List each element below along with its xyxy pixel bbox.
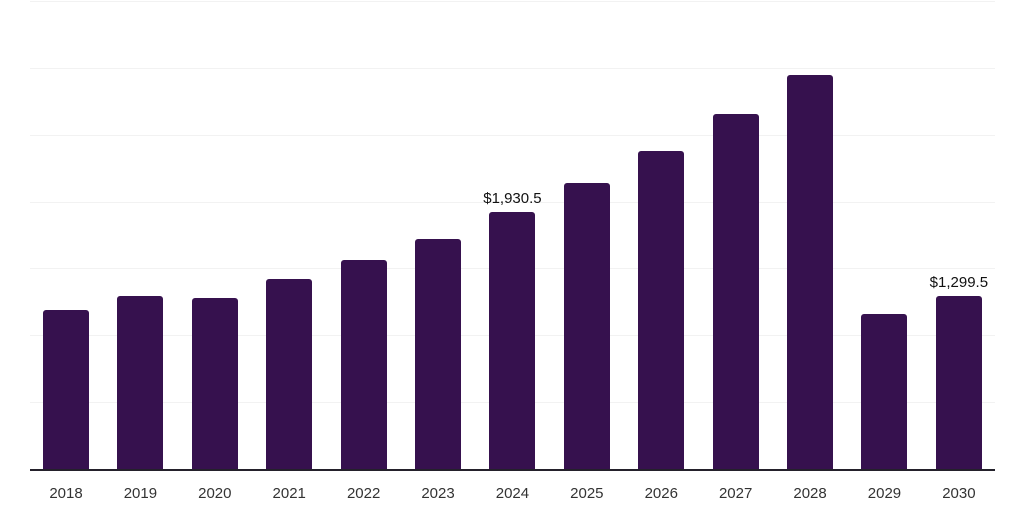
bar-2030[interactable]: $1,299.5 <box>930 275 988 470</box>
bar-2028[interactable] <box>787 74 834 470</box>
bar-2026[interactable] <box>638 150 685 470</box>
plot-area: $1,930.5 $1,299.5 <box>30 1 995 470</box>
x-tick-label-2021: 2021 <box>272 485 306 502</box>
bars-row: $1,930.5 $1,299.5 <box>30 2 995 470</box>
x-tick-label-2024: 2024 <box>495 485 530 502</box>
bar-2019[interactable] <box>117 295 164 470</box>
bar-2022[interactable] <box>340 259 387 470</box>
x-axis-labels: 2018 2019 2020 2021 2022 2023 2024 2025 2026 2027… <box>30 485 995 502</box>
bar-2020[interactable] <box>191 297 238 470</box>
x-tick-label-2022: 2022 <box>346 485 381 502</box>
x-tick-label-2019: 2019 <box>123 485 158 502</box>
x-tick-label-2030: 2030 <box>942 485 976 502</box>
bar-2029[interactable] <box>861 313 908 470</box>
gridline-3500 <box>30 1 995 2</box>
bar-2021[interactable] <box>266 279 313 470</box>
x-tick-label-2025: 2025 <box>570 485 604 502</box>
gridline-2500 <box>30 134 995 136</box>
x-tick-label-2028: 2028 <box>793 485 827 502</box>
x-tick-label-2027: 2027 <box>718 485 753 502</box>
x-tick-label-2023: 2023 <box>421 485 455 502</box>
bar-2018[interactable] <box>43 309 89 470</box>
data-label-2030: $1,299.5 <box>929 274 989 292</box>
x-tick-label-2029: 2029 <box>867 485 902 502</box>
bar-2025[interactable] <box>563 182 610 470</box>
x-axis-line <box>30 469 995 471</box>
x-tick-label-2018: 2018 <box>49 485 83 502</box>
x-tick-label-2020: 2020 <box>198 485 232 502</box>
bar-2024[interactable]: $1,930.5 <box>483 191 542 470</box>
gridline-2000 <box>30 201 995 203</box>
data-label-2024: $1,930.5 <box>483 189 542 207</box>
bar-2027[interactable] <box>712 114 759 470</box>
bar-2023[interactable] <box>415 238 462 470</box>
x-tick-label-2026: 2026 <box>644 485 678 502</box>
gridline-3000 <box>30 67 995 69</box>
